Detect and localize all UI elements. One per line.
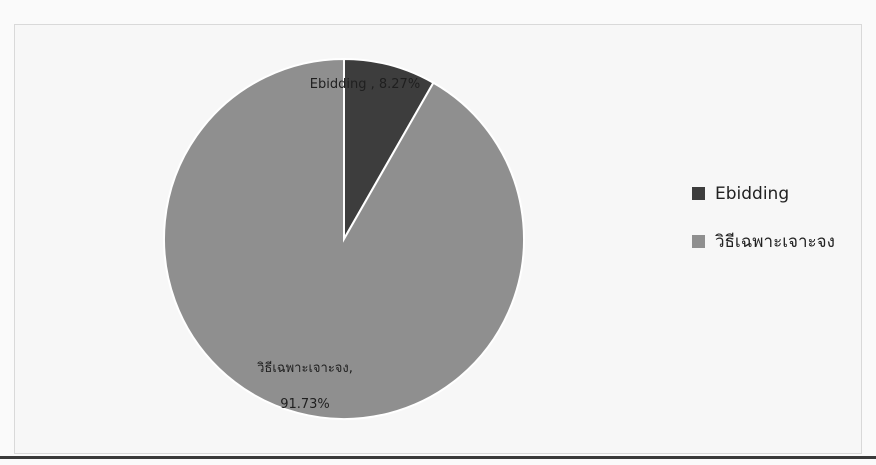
- legend-swatch-1: [692, 235, 705, 248]
- page-bottom-rule: [0, 456, 876, 459]
- legend-label-1: วิธีเฉพาะเจาะจง: [715, 232, 835, 252]
- legend-label-0: Ebidding: [715, 184, 789, 204]
- chart-legend: Ebidding วิธีเฉพาะเจาะจง: [692, 184, 835, 252]
- data-label-0-line-0: Ebidding , 8.27%: [310, 77, 420, 92]
- pie-slice-1: [163, 57, 525, 420]
- data-label-1-line-0: วิธีเฉพาะเจาะจง,: [256, 360, 353, 376]
- data-label-1-line-1: 91.73%: [280, 397, 330, 412]
- legend-swatch-0: [692, 187, 705, 200]
- pie-slice-0: [343, 57, 435, 243]
- pie-slices: [163, 57, 525, 420]
- pie-data-labels: Ebidding , 8.27% วิธีเฉพาะเจาะจง, 91.73%: [256, 77, 420, 412]
